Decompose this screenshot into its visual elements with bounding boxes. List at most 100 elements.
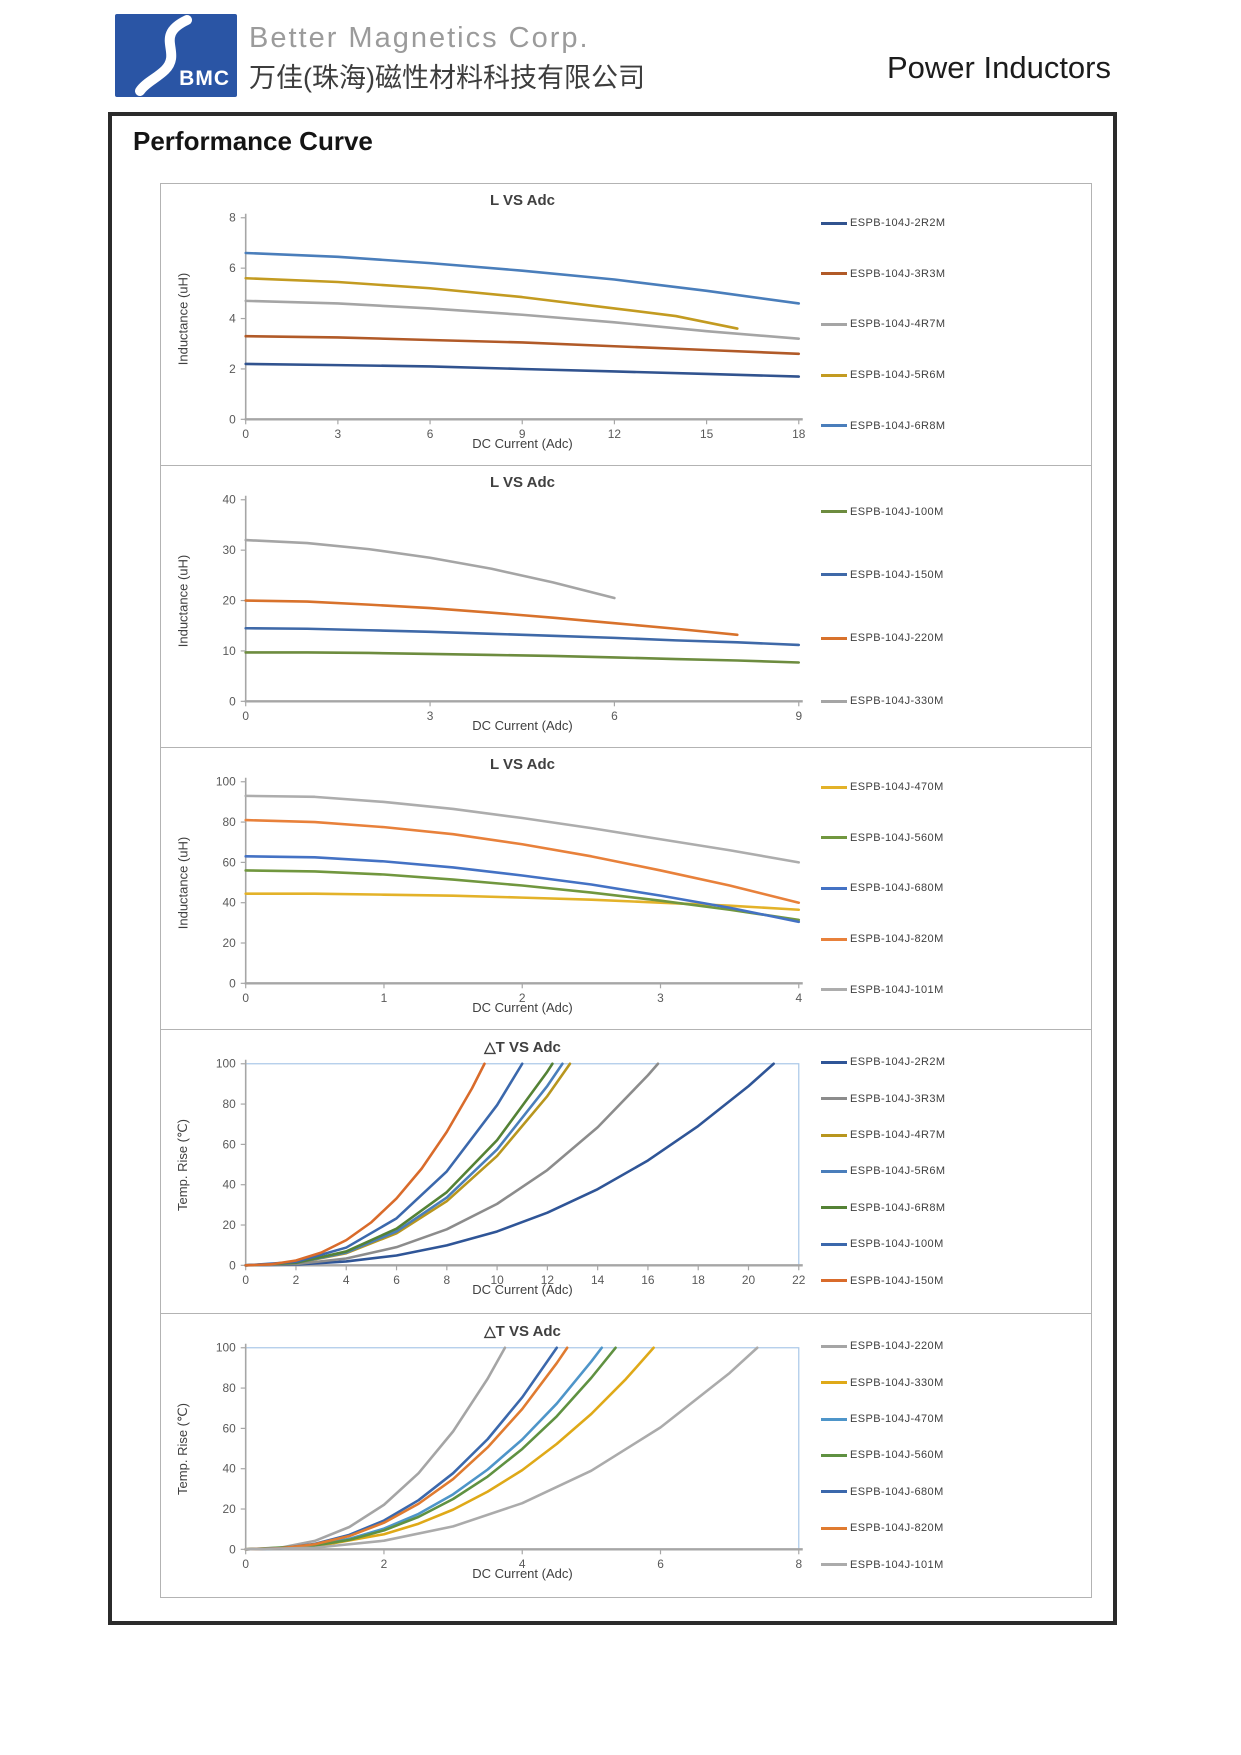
series-line-ESPB-104J-2R2M <box>244 1062 775 1267</box>
chart-title: L VS Adc <box>489 756 556 773</box>
x-tick-label: 6 <box>393 1273 400 1287</box>
legend-label: ESPB-104J-101M <box>850 1558 944 1571</box>
legend: ESPB-104J-2R2M ESPB-104J-3R3M ESPB-104J-4R… <box>821 1044 1089 1299</box>
x-tick-label: 12 <box>541 1273 555 1287</box>
legend-label: ESPB-104J-2R2M <box>850 1056 946 1069</box>
series-line-ESPB-104J-150M <box>244 626 801 647</box>
x-tick-label: 9 <box>795 709 802 723</box>
legend-item: ESPB-104J-330M <box>821 695 1089 707</box>
legend-item: ESPB-104J-470M <box>821 781 1089 793</box>
y-tick-label: 60 <box>223 1137 237 1151</box>
legend-swatch <box>821 1490 847 1494</box>
y-tick-label: 80 <box>223 1381 237 1395</box>
x-tick-label: 2 <box>519 991 526 1005</box>
legend-label: ESPB-104J-470M <box>850 781 944 794</box>
legend-label: ESPB-104J-680M <box>850 882 944 895</box>
y-tick-label: 60 <box>223 855 237 869</box>
legend-label: ESPB-104J-560M <box>850 1449 944 1462</box>
y-axis-title: Inductance (uH) <box>175 836 191 930</box>
legend-label: ESPB-104J-6R8M <box>850 1201 946 1214</box>
legend-item: ESPB-104J-5R6M <box>821 1165 1089 1177</box>
bmc-logo: BMC <box>115 14 237 97</box>
legend-swatch <box>821 785 847 789</box>
x-tick-label: 18 <box>692 1273 706 1287</box>
x-tick-label: 10 <box>490 1273 504 1287</box>
legend-label: ESPB-104J-6R8M <box>850 419 946 432</box>
chart-title: L VS Adc <box>489 474 556 491</box>
series-line-ESPB-104J-220M <box>244 599 739 637</box>
x-tick-label: 18 <box>792 427 806 441</box>
y-tick-label: 20 <box>223 594 237 608</box>
legend-label: ESPB-104J-150M <box>850 568 944 581</box>
y-tick-label: 60 <box>223 1421 237 1435</box>
legend-swatch <box>821 1381 847 1385</box>
legend-swatch <box>821 221 847 225</box>
plot-area: 0 20 40 60 80 100 0 1 2 3 4 <box>216 775 803 1005</box>
series-line-ESPB-104J-3R3M <box>244 1062 660 1267</box>
legend-label: ESPB-104J-560M <box>850 831 944 844</box>
series-line-ESPB-104J-680M <box>244 855 801 924</box>
legend-item: ESPB-104J-5R6M <box>821 369 1089 381</box>
x-tick-label: 4 <box>519 1557 526 1571</box>
legend-swatch <box>821 1097 847 1101</box>
series-line-ESPB-104J-5R6M <box>244 276 739 330</box>
y-tick-label: 0 <box>229 1542 236 1556</box>
legend-label: ESPB-104J-680M <box>850 1485 944 1498</box>
x-tick-label: 4 <box>343 1273 350 1287</box>
x-tick-label: 0 <box>242 991 249 1005</box>
legend-label: ESPB-104J-3R3M <box>850 1092 946 1105</box>
legend-label: ESPB-104J-101M <box>850 983 944 996</box>
legend-label: ESPB-104J-2R2M <box>850 217 946 230</box>
legend-swatch <box>821 1563 847 1567</box>
legend-swatch <box>821 1279 847 1283</box>
legend-item: ESPB-104J-330M <box>821 1377 1089 1389</box>
legend-item: ESPB-104J-4R7M <box>821 1129 1089 1141</box>
series-line-ESPB-104J-6R8M <box>244 251 801 305</box>
chart-panel-l-vs-adc-3: 0 20 40 60 80 100 0 1 2 3 4 L VS Adc Inductance (u… <box>160 747 1092 1030</box>
plot-area: 0 20 40 60 80 100 0 2 4 6 8 <box>216 1341 803 1571</box>
x-tick-label: 20 <box>742 1273 756 1287</box>
x-tick-label: 4 <box>795 991 802 1005</box>
legend-label: ESPB-104J-330M <box>850 695 944 708</box>
series-line-ESPB-104J-3R3M <box>244 334 801 356</box>
legend-swatch <box>821 1417 847 1421</box>
y-tick-label: 40 <box>223 1178 237 1192</box>
legend-label: ESPB-104J-150M <box>850 1274 944 1287</box>
legend-swatch <box>821 1133 847 1137</box>
legend-item: ESPB-104J-3R3M <box>821 268 1089 280</box>
x-tick-label: 22 <box>792 1273 806 1287</box>
x-tick-label: 3 <box>335 427 342 441</box>
legend-swatch <box>821 1344 847 1348</box>
y-tick-label: 40 <box>223 1462 237 1476</box>
legend-item: ESPB-104J-100M <box>821 1238 1089 1250</box>
legend-swatch <box>821 424 847 428</box>
legend-swatch <box>821 1526 847 1530</box>
y-axis-title: Inductance (uH) <box>175 554 191 648</box>
x-tick-label: 2 <box>293 1273 300 1287</box>
company-name-en: Better Magnetics Corp. <box>249 22 590 54</box>
series-line-ESPB-104J-330M <box>244 538 616 600</box>
y-tick-label: 0 <box>229 976 236 990</box>
legend-swatch <box>821 373 847 377</box>
legend-item: ESPB-104J-560M <box>821 832 1089 844</box>
legend-swatch <box>821 573 847 577</box>
series-line-ESPB-104J-101M <box>244 1346 759 1551</box>
legend-swatch <box>821 1242 847 1246</box>
chart-title: L VS Adc <box>489 192 556 209</box>
x-tick-label: 2 <box>381 1557 388 1571</box>
legend-label: ESPB-104J-220M <box>850 632 944 645</box>
legend-label: ESPB-104J-5R6M <box>850 1165 946 1178</box>
x-axis-title: DC Current (Adc) <box>472 718 573 733</box>
legend-label: ESPB-104J-5R6M <box>850 369 946 382</box>
legend-item: ESPB-104J-560M <box>821 1449 1089 1461</box>
y-tick-label: 40 <box>223 493 237 507</box>
logo-graphic <box>115 14 237 97</box>
legend-item: ESPB-104J-820M <box>821 933 1089 945</box>
y-tick-label: 20 <box>223 936 237 950</box>
x-tick-label: 3 <box>657 991 664 1005</box>
x-tick-label: 12 <box>608 427 622 441</box>
y-tick-label: 30 <box>223 543 237 557</box>
y-tick-label: 4 <box>229 312 236 326</box>
legend-swatch <box>821 1453 847 1457</box>
